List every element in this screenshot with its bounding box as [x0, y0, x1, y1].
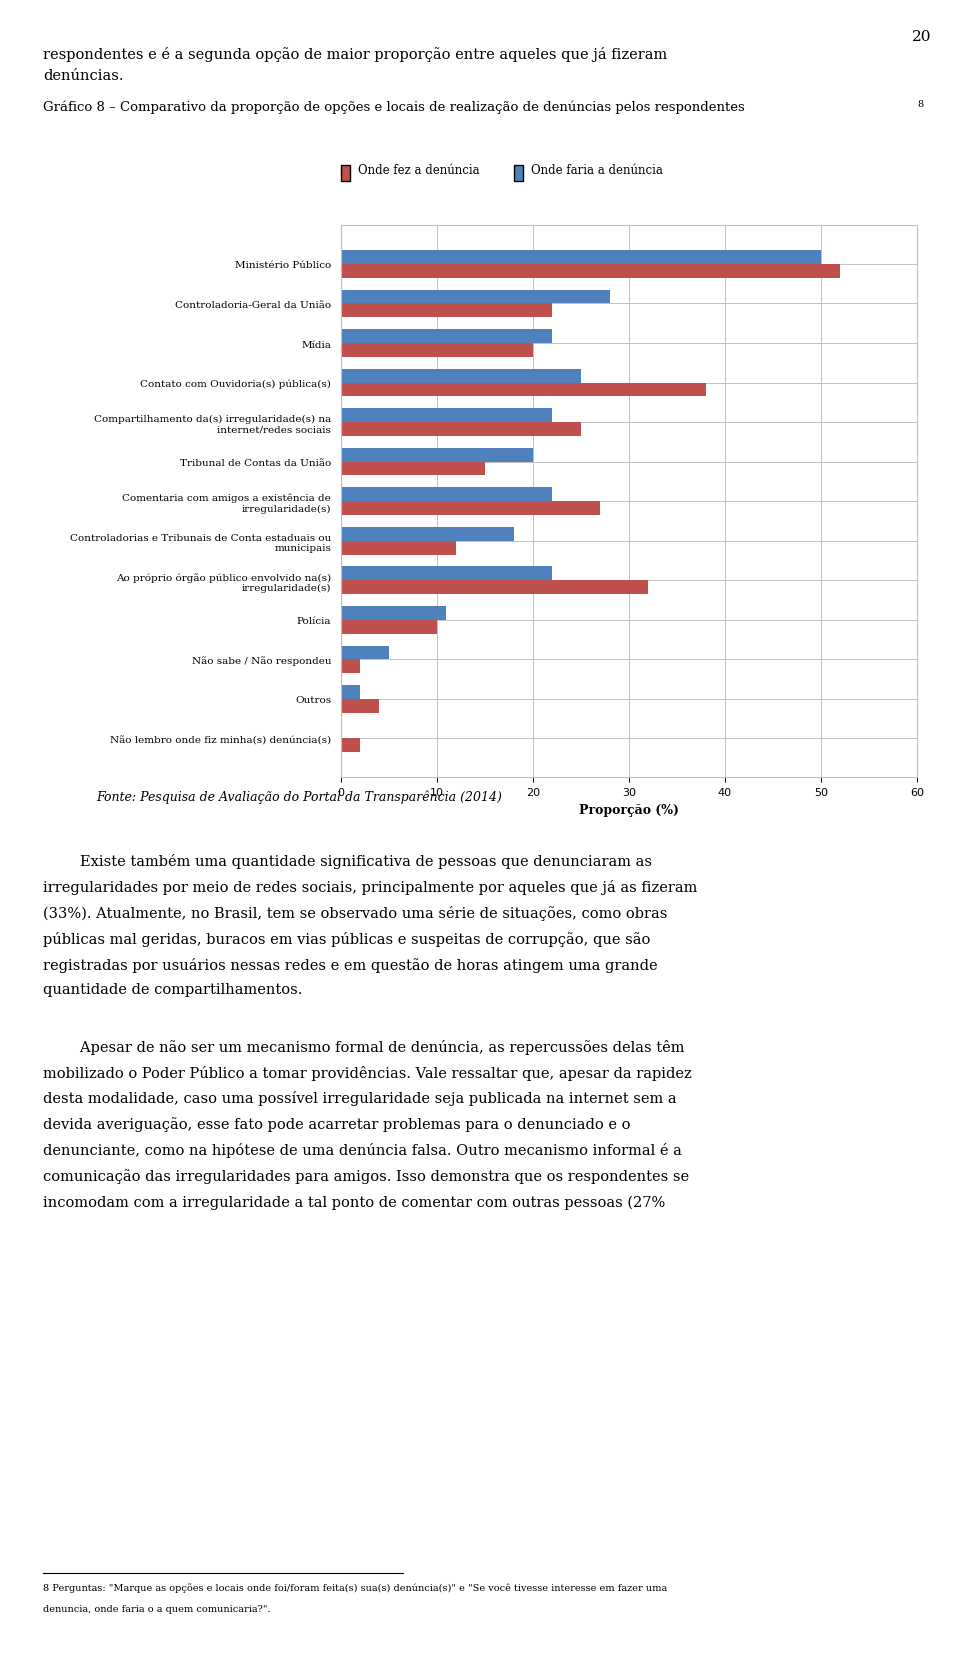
Bar — [341, 502, 600, 515]
Bar — [341, 567, 552, 581]
Bar — [341, 739, 360, 753]
Text: Onde faria a denúncia: Onde faria a denúncia — [531, 164, 662, 177]
Text: mobilizado o Poder Público a tomar providências. Vale ressaltar que, apesar da r: mobilizado o Poder Público a tomar provi… — [43, 1066, 692, 1079]
Text: 20: 20 — [912, 30, 931, 43]
Bar — [341, 659, 360, 674]
Bar — [341, 345, 533, 358]
Bar — [341, 330, 552, 345]
Text: incomodam com a irregularidade a tal ponto de comentar com outras pessoas (27%: incomodam com a irregularidade a tal pon… — [43, 1195, 665, 1210]
Text: Existe também uma quantidade significativa de pessoas que denunciaram as: Existe também uma quantidade significati… — [43, 853, 652, 868]
Text: Fonte: Pesquisa de Avaliação do Portal da Transparência (2014): Fonte: Pesquisa de Avaliação do Portal d… — [96, 790, 502, 803]
Text: registradas por usuários nessas redes e em questão de horas atingem uma grande: registradas por usuários nessas redes e … — [43, 957, 658, 972]
Bar — [341, 304, 552, 318]
Text: públicas mal geridas, buracos em vias públicas e suspeitas de corrupção, que são: públicas mal geridas, buracos em vias pú… — [43, 930, 651, 945]
Text: 8 Perguntas: "Marque as opções e locais onde foi/foram feita(s) sua(s) denúncia(: 8 Perguntas: "Marque as opções e locais … — [43, 1583, 667, 1593]
Bar — [341, 607, 446, 621]
Text: denúncias.: denúncias. — [43, 69, 124, 82]
Text: 8: 8 — [918, 100, 924, 109]
Text: devida averiguação, esse fato pode acarretar problemas para o denunciado e o: devida averiguação, esse fato pode acarr… — [43, 1118, 631, 1131]
Text: quantidade de compartilhamentos.: quantidade de compartilhamentos. — [43, 984, 302, 997]
Bar — [341, 448, 533, 462]
Bar — [341, 408, 552, 423]
Text: Onde fez a denúncia: Onde fez a denúncia — [358, 164, 480, 177]
Bar — [341, 264, 840, 279]
Bar — [341, 462, 485, 477]
Text: respondentes e é a segunda opção de maior proporção entre aqueles que já fizeram: respondentes e é a segunda opção de maio… — [43, 47, 667, 62]
Bar — [341, 542, 456, 555]
Bar — [341, 581, 648, 596]
X-axis label: Proporção (%): Proporção (%) — [579, 803, 679, 816]
Text: irregularidades por meio de redes sociais, principalmente por aqueles que já as : irregularidades por meio de redes sociai… — [43, 880, 698, 893]
Text: (33%). Atualmente, no Brasil, tem se observado uma série de situações, como obra: (33%). Atualmente, no Brasil, tem se obs… — [43, 905, 667, 920]
Bar — [341, 489, 552, 502]
Bar — [341, 370, 581, 383]
Bar — [341, 527, 514, 542]
Text: Gráfico 8 – Comparativo da proporção de opções e locais de realização de denúnci: Gráfico 8 – Comparativo da proporção de … — [43, 100, 745, 114]
Bar — [341, 383, 706, 397]
Text: denunciante, como na hipótese de uma denúncia falsa. Outro mecanismo informal é : denunciante, como na hipótese de uma den… — [43, 1143, 682, 1158]
Bar — [341, 646, 389, 659]
Bar — [341, 686, 360, 699]
Text: comunicação das irregularidades para amigos. Isso demonstra que os respondentes : comunicação das irregularidades para ami… — [43, 1168, 689, 1183]
Bar — [341, 291, 610, 304]
Text: Apesar de não ser um mecanismo formal de denúncia, as repercussões delas têm: Apesar de não ser um mecanismo formal de… — [43, 1039, 684, 1054]
Text: denuncia, onde faria o a quem comunicaria?".: denuncia, onde faria o a quem comunicari… — [43, 1604, 271, 1613]
Bar — [341, 621, 437, 634]
Text: desta modalidade, caso uma possível irregularidade seja publicada na internet se: desta modalidade, caso uma possível irre… — [43, 1091, 677, 1106]
Bar — [341, 423, 581, 437]
Bar — [341, 699, 379, 713]
Bar — [341, 251, 821, 264]
